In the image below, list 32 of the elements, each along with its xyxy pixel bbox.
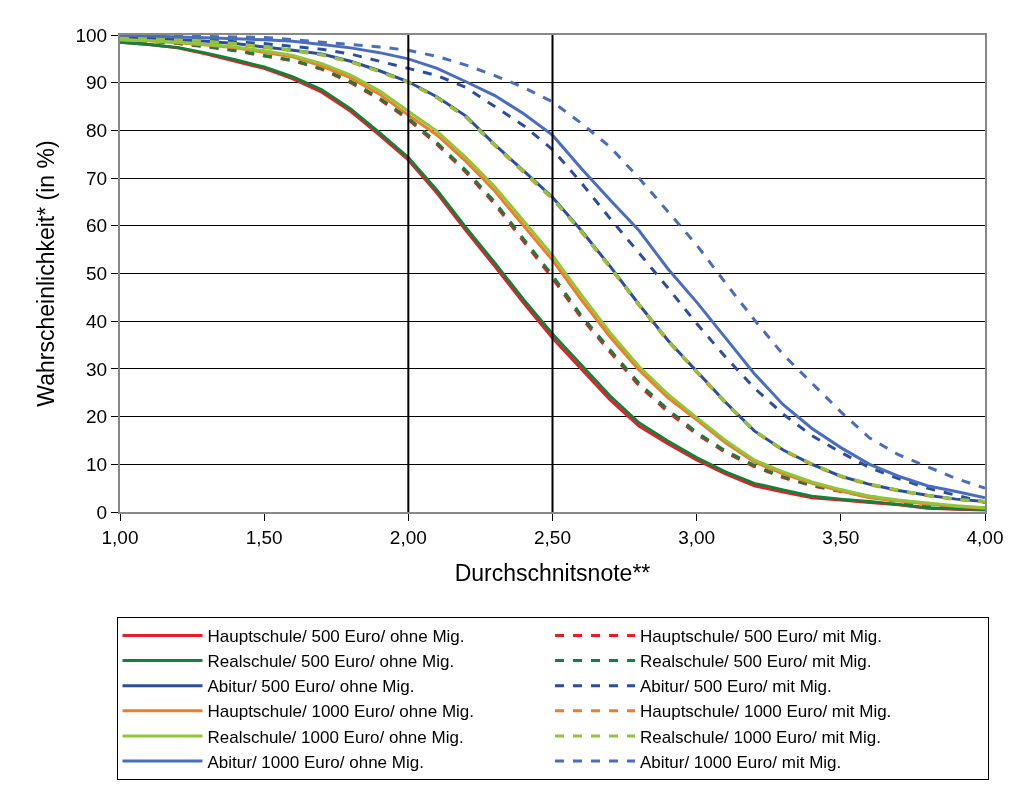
legend-label: Abitur/ 500 Euro/ ohne Mig.: [207, 677, 415, 697]
y-tick-label: 20: [86, 406, 108, 428]
y-tick-label: 0: [96, 501, 108, 523]
y-axis-title: Wahrscheinlichkeit* (in %): [33, 140, 60, 407]
legend-label: Realschule/ 500 Euro/ mit Mig.: [640, 652, 872, 672]
x-tick-label: 3,00: [678, 526, 716, 548]
x-tick-label: 1,00: [101, 526, 139, 548]
legend-label: Realschule/ 500 Euro/ ohne Mig.: [207, 652, 455, 672]
legend-label: Hauptschule/ 500 Euro/ mit Mig.: [640, 627, 882, 647]
legend-label: Hauptschule/ 1000 Euro/ mit Mig.: [640, 702, 892, 722]
x-tick-label: 3,50: [822, 526, 860, 548]
y-tick-label: 60: [86, 215, 108, 237]
legend-label: Realschule/ 1000 Euro/ ohne Mig.: [207, 727, 464, 747]
legend-label: Abitur/ 1000 Euro/ mit Mig.: [640, 752, 842, 772]
y-tick-label: 30: [86, 358, 108, 380]
x-tick-label: 1,50: [245, 526, 283, 548]
legend-label: Abitur/ 1000 Euro/ ohne Mig.: [207, 752, 424, 772]
y-tick-label: 50: [86, 263, 108, 285]
x-tick-label: 4,00: [966, 526, 1004, 548]
y-tick-label: 40: [86, 310, 108, 332]
legend-label: Hauptschule/ 500 Euro/ ohne Mig.: [207, 627, 465, 647]
x-tick-label: 2,50: [534, 526, 571, 548]
x-tick-label: 2,00: [389, 526, 427, 548]
y-tick-label: 100: [75, 24, 108, 46]
legend-label: Hauptschule/ 1000 Euro/ ohne Mig.: [207, 702, 475, 722]
y-tick-label: 90: [86, 72, 108, 94]
y-tick-label: 10: [86, 453, 108, 475]
legend-label: Realschule/ 1000 Euro/ mit Mig.: [640, 727, 881, 747]
legend-label: Abitur/ 500 Euro/ mit Mig.: [640, 677, 832, 697]
x-axis-title: Durchschnitsnote**: [454, 559, 651, 586]
y-tick-label: 80: [86, 120, 108, 142]
y-tick-label: 70: [86, 167, 108, 189]
